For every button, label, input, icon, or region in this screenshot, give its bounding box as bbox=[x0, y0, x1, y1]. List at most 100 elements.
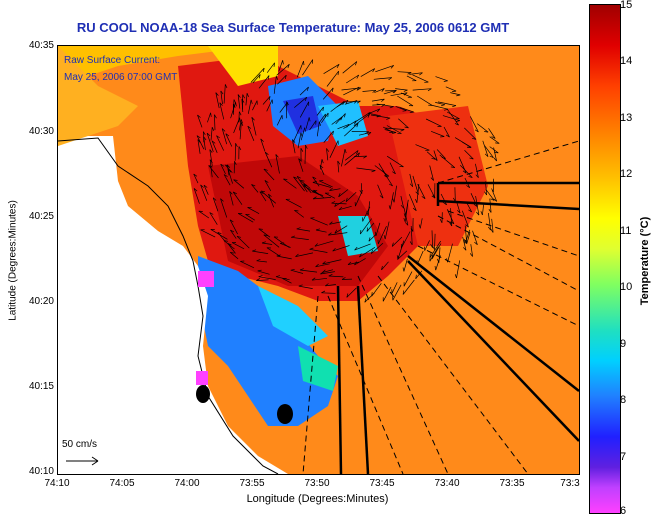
current-arrow-head bbox=[220, 90, 224, 95]
current-arrow bbox=[399, 106, 414, 113]
current-arrow bbox=[344, 152, 360, 166]
current-arrow-head bbox=[476, 211, 480, 216]
current-arrow bbox=[397, 71, 412, 73]
current-arrow-head bbox=[314, 243, 318, 247]
current-arrow-head bbox=[196, 135, 201, 139]
current-arrow-head bbox=[220, 198, 224, 202]
current-arrow bbox=[409, 72, 423, 75]
current-arrow-head bbox=[319, 165, 324, 169]
current-arrow-head bbox=[356, 123, 359, 128]
nw-water bbox=[58, 46, 138, 146]
current-arrow bbox=[323, 64, 340, 74]
current-arrow-head bbox=[234, 161, 237, 165]
current-arrow bbox=[383, 89, 397, 95]
current-arrow-head bbox=[322, 269, 326, 273]
current-arrow-head bbox=[473, 204, 478, 207]
current-arrow-head bbox=[409, 241, 413, 245]
current-arrow-head bbox=[346, 124, 350, 128]
current-arrow-head bbox=[377, 108, 381, 113]
current-arrow-head bbox=[372, 68, 375, 73]
magenta-spot-1 bbox=[198, 271, 214, 287]
current-arrow bbox=[313, 197, 331, 200]
current-arrow bbox=[225, 133, 233, 147]
current-arrow-head bbox=[326, 148, 330, 152]
current-arrow-head bbox=[493, 157, 497, 162]
current-arrow bbox=[462, 236, 467, 251]
current-arrow-head bbox=[298, 284, 303, 287]
current-arrow-head bbox=[334, 229, 338, 234]
current-arrow bbox=[203, 136, 206, 151]
current-arrow-head bbox=[341, 277, 346, 280]
current-arrow bbox=[491, 218, 494, 233]
current-arrow-head bbox=[261, 190, 266, 193]
current-arrow bbox=[390, 92, 408, 97]
current-arrow bbox=[458, 156, 467, 174]
current-arrow-head bbox=[336, 64, 340, 68]
current-arrow bbox=[319, 159, 323, 170]
current-arrow-head bbox=[200, 184, 204, 188]
north-yellow bbox=[208, 46, 278, 86]
current-arrow-head bbox=[258, 275, 263, 278]
current-arrow bbox=[434, 233, 436, 250]
current-arrow bbox=[209, 212, 218, 225]
current-arrow-head bbox=[344, 149, 347, 154]
current-arrow-head bbox=[275, 275, 280, 278]
current-arrow-head bbox=[393, 89, 397, 94]
current-arrow-head bbox=[287, 64, 290, 69]
current-arrow-head bbox=[311, 277, 316, 281]
current-arrow bbox=[326, 70, 339, 87]
current-arrow-head bbox=[388, 183, 393, 187]
current-arrow-head bbox=[357, 152, 360, 157]
current-arrow bbox=[303, 183, 312, 194]
y-tick: 40:20 bbox=[28, 296, 54, 307]
y-axis-label: Latitude (Degrees:Minutes) bbox=[7, 200, 19, 321]
current-arrow-head bbox=[322, 261, 326, 265]
y-tick: 40:35 bbox=[28, 40, 54, 51]
current-arrow-head bbox=[225, 164, 230, 167]
current-arrow-head bbox=[193, 173, 198, 177]
current-arrow bbox=[221, 128, 228, 145]
current-arrow-head bbox=[381, 88, 385, 92]
current-arrow-head bbox=[268, 193, 272, 197]
current-arrow-head bbox=[415, 198, 418, 203]
current-arrow bbox=[359, 247, 376, 258]
chart-title: RU COOL NOAA-18 Sea Surface Temperature:… bbox=[76, 20, 510, 35]
current-arrow bbox=[341, 149, 346, 167]
current-arrow bbox=[417, 95, 433, 106]
current-arrow-head bbox=[328, 273, 333, 277]
current-arrow bbox=[309, 120, 317, 131]
current-arrow-head bbox=[445, 134, 450, 138]
current-arrow-head bbox=[342, 100, 345, 105]
current-arrow-head bbox=[484, 191, 487, 196]
current-arrow bbox=[232, 191, 243, 205]
current-arrow-head bbox=[368, 237, 371, 242]
current-arrow bbox=[264, 152, 273, 168]
current-arrow-head bbox=[260, 138, 264, 142]
current-arrow-head bbox=[209, 212, 214, 215]
current-arrow-head bbox=[264, 151, 269, 155]
current-arrow bbox=[252, 74, 261, 84]
current-arrow-head bbox=[490, 198, 495, 201]
current-arrow bbox=[415, 270, 423, 280]
current-arrow-head bbox=[312, 196, 317, 200]
current-arrow bbox=[331, 202, 347, 205]
land-mass bbox=[58, 136, 288, 474]
current-arrow bbox=[475, 195, 480, 216]
current-arrow-head bbox=[268, 96, 271, 101]
current-arrow bbox=[203, 184, 209, 195]
current-arrow-head bbox=[238, 146, 242, 151]
current-arrow bbox=[491, 189, 498, 202]
current-arrow bbox=[299, 269, 318, 273]
current-arrow bbox=[197, 139, 201, 154]
current-arrow-head bbox=[357, 87, 362, 91]
current-arrow bbox=[429, 240, 441, 258]
current-arrow bbox=[321, 292, 336, 294]
current-arrow-head bbox=[325, 283, 329, 287]
y-tick: 40:10 bbox=[28, 466, 54, 477]
x-tick: 74:00 bbox=[174, 478, 200, 489]
current-arrow-head bbox=[229, 191, 233, 195]
current-arrow bbox=[372, 104, 386, 106]
current-arrow-head bbox=[313, 189, 318, 192]
current-arrow bbox=[368, 233, 377, 242]
current-arrow bbox=[344, 100, 358, 105]
